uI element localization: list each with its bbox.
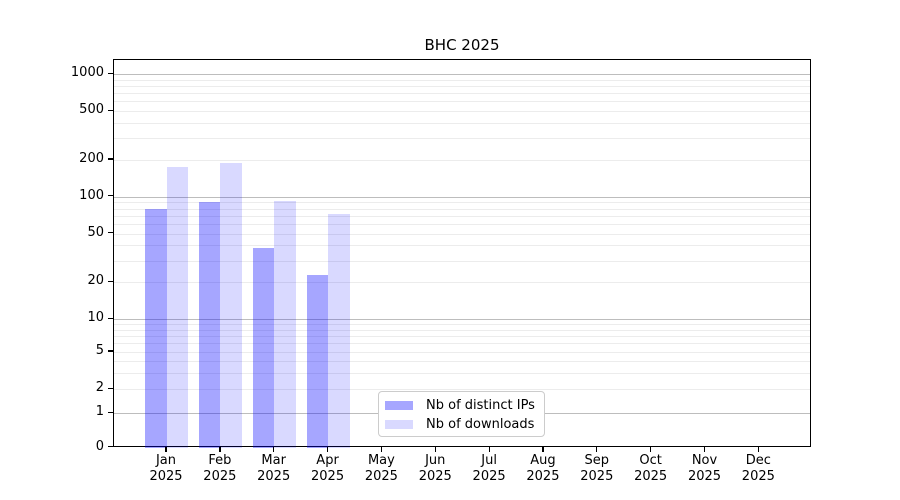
x-tick-mark — [219, 447, 221, 452]
legend-label-downloads: Nb of downloads — [426, 417, 535, 432]
legend-entry-distinct-ips: Nb of distinct IPs — [385, 396, 544, 415]
minor-gridline — [114, 260, 810, 262]
minor-gridline — [114, 202, 810, 204]
x-tick-mark — [757, 447, 760, 452]
minor-gridline — [114, 86, 810, 88]
y-tick-label: 20 — [87, 273, 104, 289]
x-tick-mark — [488, 447, 490, 452]
x-tick-label: Mar 2025 — [257, 453, 291, 484]
x-tick-mark — [650, 447, 652, 452]
major-gridline — [114, 196, 810, 198]
bar-nb-of-distinct-ips-apr — [306, 274, 329, 448]
y-tick-label: 1 — [95, 404, 104, 420]
y-tick-mark — [108, 387, 113, 389]
y-tick-label: 50 — [87, 224, 104, 240]
minor-gridline — [114, 159, 810, 161]
y-tick-mark — [108, 109, 113, 111]
minor-gridline — [114, 343, 810, 345]
bar-nb-of-distinct-ips-mar — [252, 248, 275, 448]
y-tick-label: 500 — [79, 102, 104, 118]
gridlines-layer — [114, 60, 810, 446]
major-gridline — [114, 74, 810, 76]
minor-gridline — [114, 223, 810, 225]
x-tick-label: Jul 2025 — [472, 453, 506, 484]
plot-area: BHC 2025 — [113, 36, 811, 448]
minor-gridline — [114, 352, 810, 353]
minor-gridline — [114, 111, 810, 113]
legend-entry-downloads: Nb of downloads — [385, 415, 544, 434]
minor-gridline — [114, 324, 810, 326]
x-tick-mark — [703, 447, 706, 452]
bar-nb-of-downloads-mar — [274, 200, 296, 448]
major-gridline — [114, 319, 810, 321]
legend-swatch-distinct-ips — [385, 401, 413, 410]
y-tick-label: 5 — [95, 343, 104, 358]
y-tick-mark — [108, 232, 113, 234]
x-tick-label: Dec 2025 — [741, 453, 775, 484]
y-tick-mark — [108, 72, 113, 74]
minor-gridline — [114, 245, 810, 247]
y-tick-mark — [108, 350, 113, 352]
bar-nb-of-downloads-jan — [166, 166, 188, 448]
x-tick-mark — [542, 447, 544, 452]
minor-gridline — [114, 233, 810, 235]
bar-nb-of-distinct-ips-feb — [198, 202, 221, 448]
x-tick-mark — [326, 447, 329, 452]
y-tick-label: 10 — [87, 310, 104, 326]
y-tick-label: 200 — [79, 150, 104, 166]
minor-gridline — [114, 101, 810, 103]
y-tick-label: 0 — [95, 438, 104, 454]
x-tick-label: Aug 2025 — [526, 453, 560, 484]
minor-gridline — [114, 93, 810, 95]
y-tick-mark — [108, 446, 113, 448]
x-tick-label: Feb 2025 — [203, 453, 237, 484]
minor-gridline — [114, 372, 810, 374]
legend-swatch-downloads — [385, 420, 413, 429]
x-tick-mark — [380, 447, 383, 452]
bars-layer — [114, 60, 810, 448]
y-tick-label: 2 — [95, 380, 104, 396]
minor-gridline — [114, 389, 810, 391]
x-tick-label: Jun 2025 — [418, 453, 452, 484]
legend: Nb of distinct IPs Nb of downloads — [378, 391, 545, 437]
bar-nb-of-downloads-apr — [328, 214, 350, 448]
x-tick-label: May 2025 — [364, 453, 398, 484]
y-tick-mark — [108, 195, 113, 197]
y-tick-label: 1000 — [70, 65, 104, 81]
bar-nb-of-distinct-ips-jan — [145, 208, 167, 448]
chart-title: BHC 2025 — [424, 36, 500, 54]
x-tick-label: Sep 2025 — [580, 453, 614, 484]
minor-gridline — [114, 123, 810, 124]
minor-gridline — [114, 138, 810, 140]
bar-nb-of-downloads-feb — [220, 162, 242, 448]
minor-gridline — [114, 361, 810, 363]
x-tick-label: Oct 2025 — [634, 453, 668, 484]
x-tick-label: Nov 2025 — [687, 453, 722, 484]
minor-gridline — [114, 215, 810, 217]
legend-label-distinct-ips: Nb of distinct IPs — [426, 398, 535, 413]
y-tick-mark — [108, 158, 113, 160]
y-tick-mark — [108, 280, 113, 283]
y-tick-mark — [108, 411, 113, 413]
minor-gridline — [114, 329, 810, 331]
minor-gridline — [114, 282, 810, 284]
x-tick-mark — [165, 447, 167, 452]
x-tick-label: Jan 2025 — [149, 453, 183, 484]
minor-gridline — [114, 336, 810, 338]
y-tick-mark — [108, 317, 113, 319]
x-tick-mark — [273, 447, 275, 452]
minor-gridline — [114, 208, 810, 210]
x-tick-mark — [596, 447, 598, 452]
x-tick-label: Apr 2025 — [311, 453, 345, 484]
minor-gridline — [114, 79, 810, 81]
x-tick-mark — [434, 447, 436, 452]
y-tick-label: 100 — [79, 187, 104, 203]
